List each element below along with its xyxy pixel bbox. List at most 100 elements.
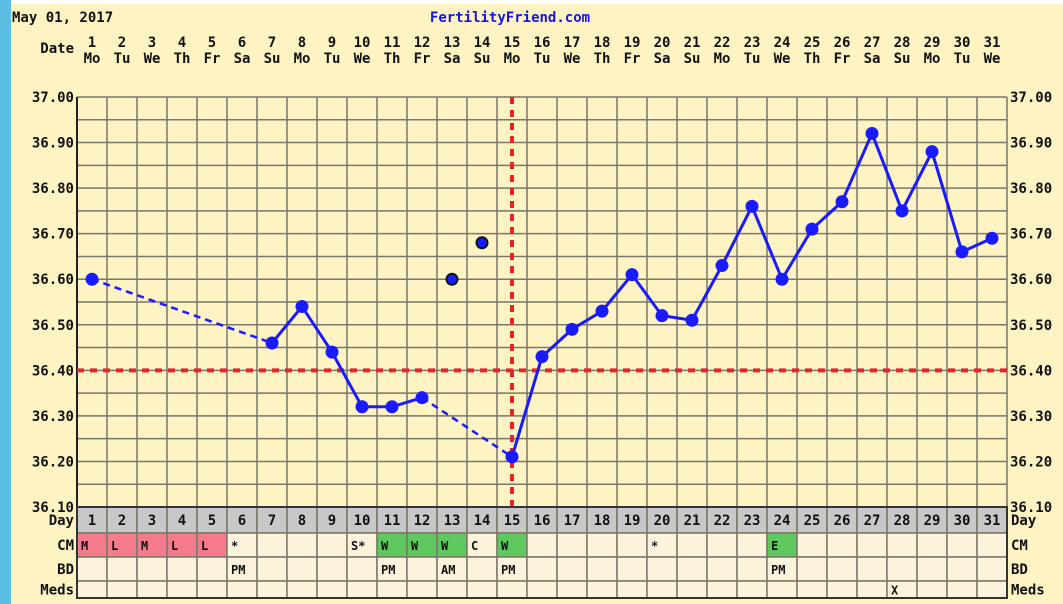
bd-cell[interactable] xyxy=(286,556,318,582)
bd-cell[interactable] xyxy=(526,556,558,582)
cm-cell[interactable] xyxy=(916,532,948,558)
meds-cell[interactable] xyxy=(346,580,378,599)
weekday-tick: Tu xyxy=(324,51,341,67)
cm-cell[interactable] xyxy=(946,532,978,558)
bd-cell[interactable] xyxy=(166,556,198,582)
meds-cell[interactable] xyxy=(586,580,618,599)
meds-cell[interactable] xyxy=(256,580,288,599)
site-title[interactable]: FertilityFriend.com xyxy=(430,10,590,26)
bd-cell[interactable] xyxy=(346,556,378,582)
bd-cell[interactable] xyxy=(466,556,498,582)
meds-cell[interactable] xyxy=(106,580,138,599)
cm-cell[interactable] xyxy=(616,532,648,558)
meds-cell[interactable] xyxy=(286,580,318,599)
cm-cell[interactable] xyxy=(526,532,558,558)
bd-cell[interactable] xyxy=(826,556,858,582)
bd-cell[interactable] xyxy=(586,556,618,582)
meds-cell[interactable] xyxy=(496,580,528,599)
date-tick: 1 xyxy=(88,35,96,51)
meds-cell[interactable] xyxy=(196,580,228,599)
bd-cell[interactable] xyxy=(376,556,408,582)
bd-cell[interactable] xyxy=(556,556,588,582)
meds-cell[interactable] xyxy=(766,580,798,599)
cm-value: L xyxy=(111,539,118,553)
cm-value: W xyxy=(441,539,449,553)
bd-cell[interactable] xyxy=(946,556,978,582)
cm-cell[interactable] xyxy=(436,532,468,558)
day-cell[interactable] xyxy=(556,506,588,534)
cm-cell[interactable] xyxy=(316,532,348,558)
cm-cell[interactable] xyxy=(706,532,738,558)
cm-cell[interactable] xyxy=(166,532,198,558)
cm-cell[interactable] xyxy=(736,532,768,558)
bd-cell[interactable] xyxy=(886,556,918,582)
meds-cell[interactable] xyxy=(436,580,468,599)
cm-cell[interactable] xyxy=(286,532,318,558)
meds-cell[interactable] xyxy=(976,580,1008,599)
cm-cell[interactable] xyxy=(586,532,618,558)
temp-line xyxy=(330,351,364,408)
meds-cell[interactable] xyxy=(76,580,108,599)
meds-cell[interactable] xyxy=(796,580,828,599)
cm-cell[interactable] xyxy=(376,532,408,558)
cm-cell[interactable] xyxy=(886,532,918,558)
cm-cell[interactable] xyxy=(976,532,1008,558)
meds-cell[interactable] xyxy=(946,580,978,599)
cm-cell[interactable] xyxy=(466,532,498,558)
bd-cell[interactable] xyxy=(916,556,948,582)
bd-cell[interactable] xyxy=(406,556,438,582)
day-cell[interactable] xyxy=(736,506,768,534)
bd-cell[interactable] xyxy=(76,556,108,582)
meds-cell[interactable] xyxy=(736,580,768,599)
meds-cell[interactable] xyxy=(826,580,858,599)
day-cell[interactable] xyxy=(76,506,108,534)
bd-cell[interactable] xyxy=(256,556,288,582)
meds-cell[interactable] xyxy=(646,580,678,599)
bd-cell[interactable] xyxy=(796,556,828,582)
meds-cell[interactable] xyxy=(556,580,588,599)
meds-cell[interactable] xyxy=(676,580,708,599)
weekday-tick: We xyxy=(984,51,1001,67)
day-cell[interactable] xyxy=(616,506,648,534)
day-cell[interactable] xyxy=(166,506,198,534)
bd-cell[interactable] xyxy=(646,556,678,582)
bd-cell[interactable] xyxy=(676,556,708,582)
cm-cell[interactable] xyxy=(796,532,828,558)
bd-cell[interactable] xyxy=(736,556,768,582)
meds-cell[interactable] xyxy=(856,580,888,599)
bd-cell[interactable] xyxy=(496,556,528,582)
bd-cell[interactable] xyxy=(616,556,648,582)
day-cell[interactable] xyxy=(316,506,348,534)
bd-cell[interactable] xyxy=(976,556,1008,582)
day-cell[interactable] xyxy=(826,506,858,534)
cm-cell[interactable] xyxy=(406,532,438,558)
meds-cell[interactable] xyxy=(706,580,738,599)
y-tick-right: 36.20 xyxy=(1010,454,1052,470)
meds-cell[interactable] xyxy=(226,580,258,599)
cm-cell[interactable] xyxy=(196,532,228,558)
bd-cell[interactable] xyxy=(316,556,348,582)
cm-cell[interactable] xyxy=(106,532,138,558)
bd-cell[interactable] xyxy=(196,556,228,582)
weekday-tick: Tu xyxy=(114,51,131,67)
meds-cell[interactable] xyxy=(616,580,648,599)
meds-cell[interactable] xyxy=(466,580,498,599)
bd-cell[interactable] xyxy=(706,556,738,582)
cm-cell[interactable] xyxy=(556,532,588,558)
bd-cell[interactable] xyxy=(106,556,138,582)
bd-cell[interactable] xyxy=(136,556,168,582)
cm-cell[interactable] xyxy=(676,532,708,558)
meds-cell[interactable] xyxy=(376,580,408,599)
meds-cell[interactable] xyxy=(526,580,558,599)
bd-cell[interactable] xyxy=(856,556,888,582)
weekday-tick: Th xyxy=(594,51,611,67)
cm-cell[interactable] xyxy=(826,532,858,558)
cm-cell[interactable] xyxy=(256,532,288,558)
meds-cell[interactable] xyxy=(406,580,438,599)
cm-cell[interactable] xyxy=(856,532,888,558)
meds-cell[interactable] xyxy=(136,580,168,599)
weekday-tick: Fr xyxy=(414,51,431,67)
meds-cell[interactable] xyxy=(166,580,198,599)
meds-cell[interactable] xyxy=(316,580,348,599)
meds-cell[interactable] xyxy=(916,580,948,599)
